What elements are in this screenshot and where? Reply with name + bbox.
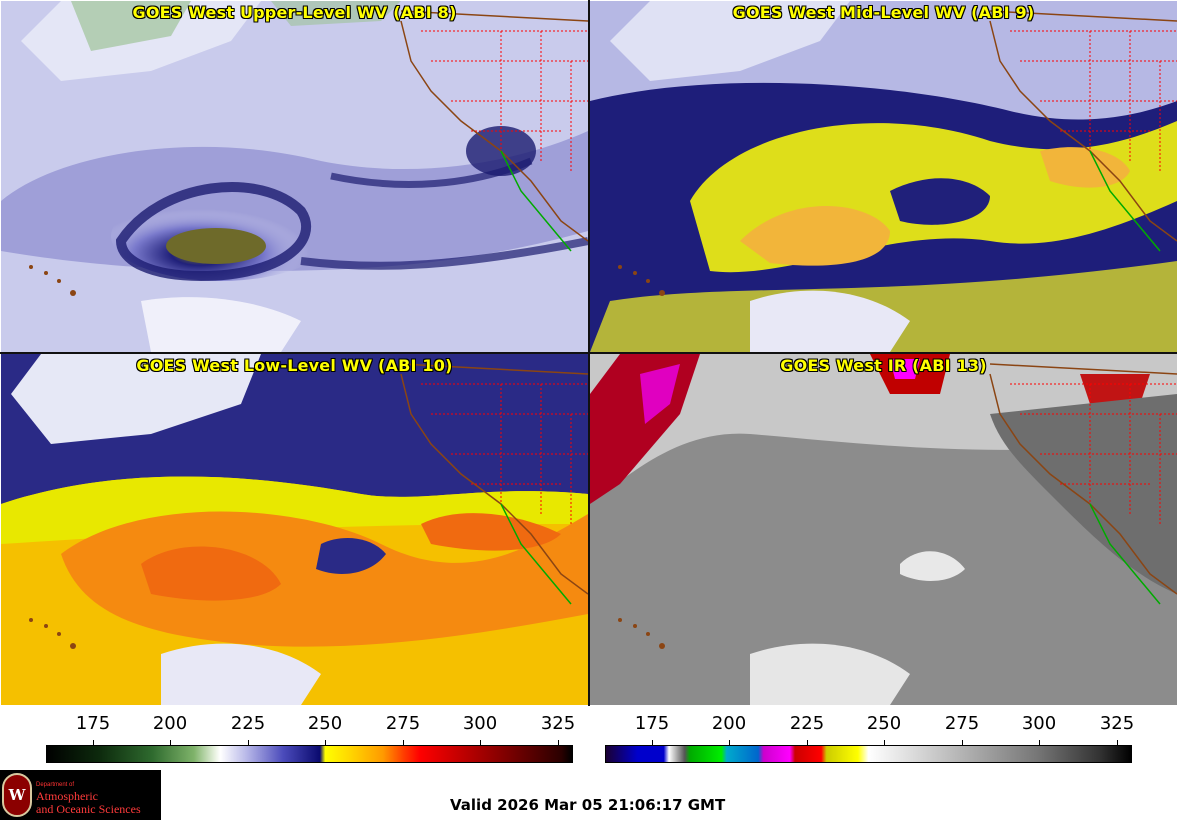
panel-title: GOES West Low-Level WV (ABI 10) [136, 356, 453, 375]
infrared-panel: GOES West IR (ABI 13) [590, 354, 1177, 705]
ir-colorbar: 175 200 225 250 275 300 325 [605, 713, 1135, 765]
valid-time: Valid 2026 Mar 05 21:06:17 GMT [450, 796, 726, 814]
colorbar-tick-label: 250 [307, 713, 343, 734]
mid-level-wv-image [590, 1, 1177, 352]
colorbar-tick-mark [1117, 740, 1118, 745]
panel-divider-horizontal [0, 352, 1177, 354]
mid-level-wv-panel: GOES West Mid-Level WV (ABI 9) [590, 1, 1177, 352]
logo-line-1: Atmospheric [36, 789, 98, 803]
colorbar-tick-label: 225 [789, 713, 825, 734]
wv-colorbar: 175 200 225 250 275 300 325 [46, 713, 576, 765]
colorbar-tick-label: 175 [634, 713, 670, 734]
colorbar-tick-mark [962, 740, 963, 745]
uw-seal-icon: W [2, 773, 32, 817]
colorbar-tick-label: 225 [230, 713, 266, 734]
colorbar-tick-label: 275 [385, 713, 421, 734]
aos-logo: W Department of Atmospheric and Oceanic … [0, 770, 161, 820]
colorbar-tick-label: 325 [1099, 713, 1135, 734]
colorbar-tick-label: 325 [540, 713, 576, 734]
infrared-image [590, 354, 1177, 705]
colorbar-tick-mark [558, 740, 559, 745]
colorbar-tick-mark [248, 740, 249, 745]
colorbar-tick-mark [1039, 740, 1040, 745]
colorbar-tick-label: 175 [75, 713, 111, 734]
low-level-wv-panel: GOES West Low-Level WV (ABI 10) [1, 354, 588, 705]
panel-title: GOES West IR (ABI 13) [780, 356, 987, 375]
upper-level-wv-panel: GOES West Upper-Level WV (ABI 8) [1, 1, 588, 352]
upper-level-wv-image [1, 1, 588, 352]
colorbar-tick-mark [93, 740, 94, 745]
panel-title: GOES West Upper-Level WV (ABI 8) [132, 3, 457, 22]
colorbar-tick-label: 200 [711, 713, 747, 734]
colorbar-tick-mark [403, 740, 404, 745]
colorbar-tick-label: 250 [866, 713, 902, 734]
logo-line-2: and Oceanic Sciences [36, 802, 141, 816]
colorbar-tick-mark [325, 740, 326, 745]
colorbar-tick-label: 275 [944, 713, 980, 734]
colorbar-tick-mark [807, 740, 808, 745]
colorbar-tick-label: 300 [1021, 713, 1057, 734]
ir-colorbar-gradient [605, 745, 1132, 763]
low-level-wv-image [1, 354, 588, 705]
logo-dept-label: Department of [36, 782, 75, 788]
panel-title: GOES West Mid-Level WV (ABI 9) [732, 3, 1035, 22]
colorbar-tick-label: 200 [152, 713, 188, 734]
colorbar-tick-mark [729, 740, 730, 745]
colorbar-tick-mark [480, 740, 481, 745]
colorbar-tick-mark [170, 740, 171, 745]
wv-colorbar-gradient [46, 745, 573, 763]
colorbar-tick-mark [652, 740, 653, 745]
colorbar-tick-label: 300 [462, 713, 498, 734]
colorbar-tick-mark [884, 740, 885, 745]
